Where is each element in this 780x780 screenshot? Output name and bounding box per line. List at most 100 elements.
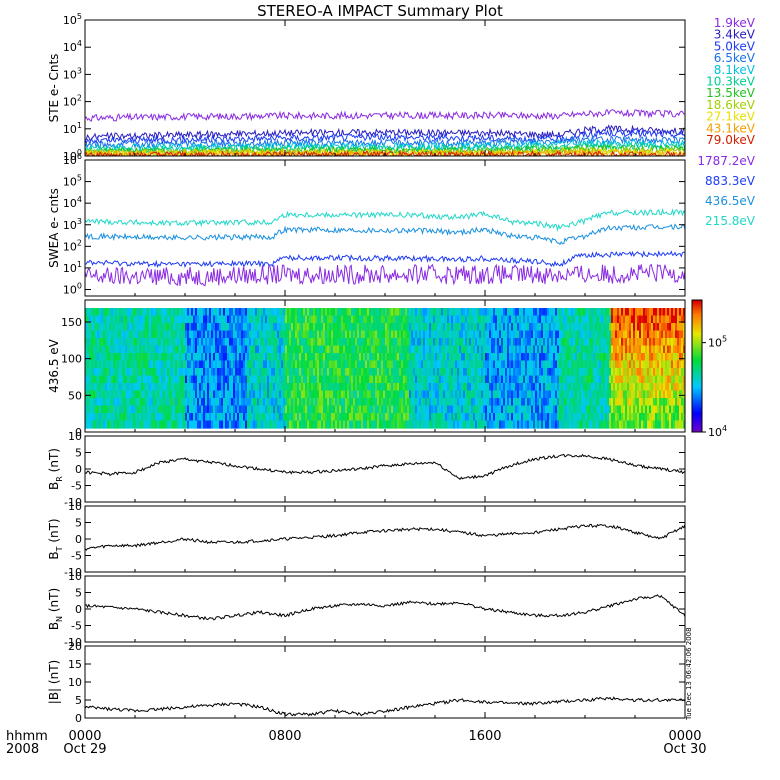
- heatmap-cell: [323, 353, 326, 362]
- heatmap-cell: [159, 315, 162, 324]
- heatmap-cell: [219, 375, 222, 384]
- heatmap-cell: [647, 390, 650, 399]
- heatmap-cell: [515, 323, 518, 332]
- heatmap-cell: [111, 383, 114, 392]
- heatmap-cell: [647, 345, 650, 354]
- heatmap-cell: [197, 323, 200, 332]
- heatmap-cell: [573, 315, 576, 324]
- heatmap-cell: [607, 338, 610, 347]
- heatmap-cell: [651, 360, 654, 369]
- heatmap-cell: [289, 353, 292, 362]
- heatmap-cell: [545, 390, 548, 399]
- heatmap-cell: [387, 315, 390, 324]
- heatmap-cell: [585, 345, 588, 354]
- heatmap-cell: [95, 353, 98, 362]
- heatmap-cell: [219, 345, 222, 354]
- heatmap-cell: [231, 323, 234, 332]
- heatmap-cell: [407, 405, 410, 414]
- heatmap-cell: [615, 398, 618, 407]
- heatmap-cell: [167, 323, 170, 332]
- heatmap-cell: [675, 420, 678, 429]
- heatmap-cell: [457, 338, 460, 347]
- heatmap-cell: [329, 390, 332, 399]
- heatmap-cell: [541, 390, 544, 399]
- heatmap-cell: [217, 315, 220, 324]
- heatmap-cell: [555, 405, 558, 414]
- heatmap-cell: [135, 375, 138, 384]
- heatmap-cell: [625, 338, 628, 347]
- heatmap-cell: [467, 353, 470, 362]
- heatmap-cell: [561, 390, 564, 399]
- heatmap-cell: [115, 323, 118, 332]
- heatmap-cell: [459, 390, 462, 399]
- heatmap-cell: [623, 330, 626, 339]
- heatmap-cell: [249, 413, 252, 422]
- heatmap-cell: [471, 398, 474, 407]
- heatmap-cell: [87, 330, 90, 339]
- heatmap-cell: [285, 345, 288, 354]
- heatmap-cell: [363, 413, 366, 422]
- colorbar-step: [692, 302, 702, 305]
- heatmap-cell: [573, 383, 576, 392]
- heatmap-cell: [605, 353, 608, 362]
- heatmap-cell: [453, 398, 456, 407]
- heatmap-cell: [383, 345, 386, 354]
- heatmap-cell: [111, 368, 114, 377]
- heatmap-cell: [625, 405, 628, 414]
- heatmap-cell: [657, 375, 660, 384]
- heatmap-cell: [355, 330, 358, 339]
- heatmap-cell: [259, 315, 262, 324]
- heatmap-cell: [283, 413, 286, 422]
- heatmap-cell: [533, 353, 536, 362]
- heatmap-cell: [153, 315, 156, 324]
- heatmap-cell: [559, 383, 562, 392]
- heatmap-cell: [569, 353, 572, 362]
- heatmap-cell: [603, 368, 606, 377]
- heatmap-cell: [215, 315, 218, 324]
- colorbar-step: [692, 418, 702, 422]
- heatmap-cell: [125, 375, 128, 384]
- heatmap-cell: [351, 323, 354, 332]
- heatmap-cell: [157, 353, 160, 362]
- heatmap-cell: [423, 405, 426, 414]
- heatmap-cell: [385, 353, 388, 362]
- heatmap-cell: [175, 405, 178, 414]
- heatmap-cell: [479, 413, 482, 422]
- heatmap-cell: [655, 323, 658, 332]
- heatmap-cell: [369, 315, 372, 324]
- heatmap-cell: [483, 398, 486, 407]
- heatmap-cell: [361, 383, 364, 392]
- heatmap-cell: [451, 315, 454, 324]
- heatmap-cell: [461, 390, 464, 399]
- heatmap-cell: [681, 405, 684, 414]
- heatmap-cell: [473, 413, 476, 422]
- heatmap-cell: [265, 338, 268, 347]
- heatmap-cell: [393, 368, 396, 377]
- heatmap-cell: [333, 398, 336, 407]
- heatmap-cell: [427, 323, 430, 332]
- heatmap-cell: [251, 323, 254, 332]
- heatmap-cell: [601, 413, 604, 422]
- heatmap-cell: [493, 413, 496, 422]
- heatmap-cell: [223, 315, 226, 324]
- heatmap-cell: [607, 368, 610, 377]
- colorbar-step: [692, 330, 702, 334]
- heatmap-cell: [301, 375, 304, 384]
- heatmap-cell: [351, 413, 354, 422]
- heatmap-cell: [511, 360, 514, 369]
- heatmap-cell: [187, 323, 190, 332]
- heatmap-cell: [629, 345, 632, 354]
- heatmap-cell: [169, 338, 172, 347]
- y-tick-label: 105: [63, 174, 82, 189]
- series-line-883.3eV: [85, 250, 685, 269]
- heatmap-cell: [529, 353, 532, 362]
- heatmap-cell: [529, 315, 532, 324]
- heatmap-cell: [523, 323, 526, 332]
- heatmap-cell: [583, 323, 586, 332]
- heatmap-cell: [551, 383, 554, 392]
- heatmap-cell: [189, 323, 192, 332]
- heatmap-cell: [253, 383, 256, 392]
- heatmap-cell: [671, 308, 674, 317]
- heatmap-cell: [143, 375, 146, 384]
- heatmap-cell: [305, 315, 308, 324]
